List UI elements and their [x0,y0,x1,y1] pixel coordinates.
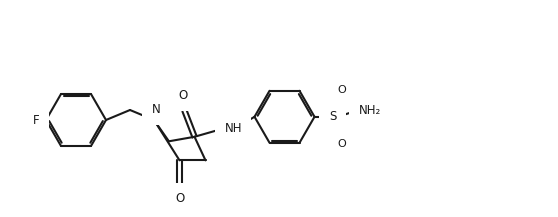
Text: S: S [329,110,336,123]
Text: O: O [175,192,184,205]
Text: O: O [178,89,187,102]
Text: O: O [337,85,346,95]
Text: O: O [337,139,346,149]
Text: F: F [33,113,40,127]
Text: N: N [152,103,160,116]
Text: NH: NH [224,122,242,135]
Text: NH₂: NH₂ [359,104,381,117]
